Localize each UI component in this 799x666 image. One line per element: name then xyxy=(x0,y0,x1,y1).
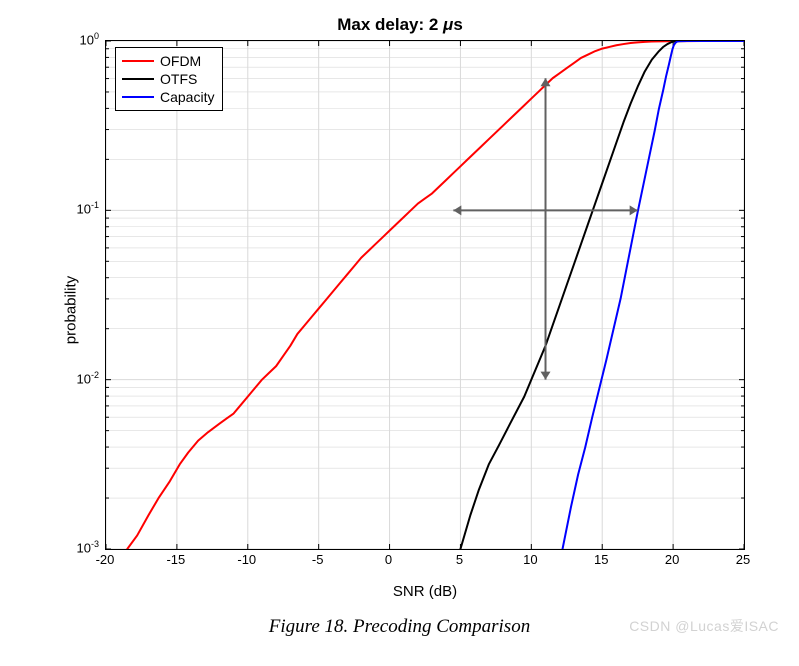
x-tick-label: -20 xyxy=(90,552,120,567)
x-tick-label: -15 xyxy=(161,552,191,567)
y-tick-label: 100 xyxy=(65,31,99,47)
legend: OFDM OTFS Capacity xyxy=(115,47,223,111)
legend-item-ofdm: OFDM xyxy=(122,52,214,70)
legend-item-otfs: OTFS xyxy=(122,70,214,88)
legend-item-capacity: Capacity xyxy=(122,88,214,106)
plot-svg xyxy=(106,41,744,549)
x-tick-label: 15 xyxy=(586,552,616,567)
legend-swatch-capacity xyxy=(122,96,154,98)
watermark: CSDN @Lucas爱ISAC xyxy=(629,616,779,636)
title-mu: μ xyxy=(443,15,453,34)
y-axis-label: probability xyxy=(63,276,80,344)
y-tick-label: 10-1 xyxy=(65,200,99,216)
x-axis-label: SNR (dB) xyxy=(105,583,745,600)
plot-area xyxy=(105,40,745,550)
chart-title: Max delay: 2 μs xyxy=(25,15,775,35)
x-tick-label: 20 xyxy=(657,552,687,567)
x-tick-label: 25 xyxy=(728,552,758,567)
chart-container: Max delay: 2 μs probability SNR (dB) 10-… xyxy=(25,15,775,605)
legend-swatch-ofdm xyxy=(122,60,154,62)
x-tick-label: -10 xyxy=(232,552,262,567)
legend-label-ofdm: OFDM xyxy=(160,53,201,69)
y-tick-label: 10-2 xyxy=(65,370,99,386)
x-tick-label: 10 xyxy=(515,552,545,567)
legend-label-otfs: OTFS xyxy=(160,71,197,87)
x-tick-label: 0 xyxy=(374,552,404,567)
legend-swatch-otfs xyxy=(122,78,154,80)
legend-label-capacity: Capacity xyxy=(160,89,214,105)
title-text-suffix: s xyxy=(453,15,462,34)
x-tick-label: 5 xyxy=(444,552,474,567)
title-text-prefix: Max delay: 2 xyxy=(337,15,443,34)
x-tick-label: -5 xyxy=(303,552,333,567)
